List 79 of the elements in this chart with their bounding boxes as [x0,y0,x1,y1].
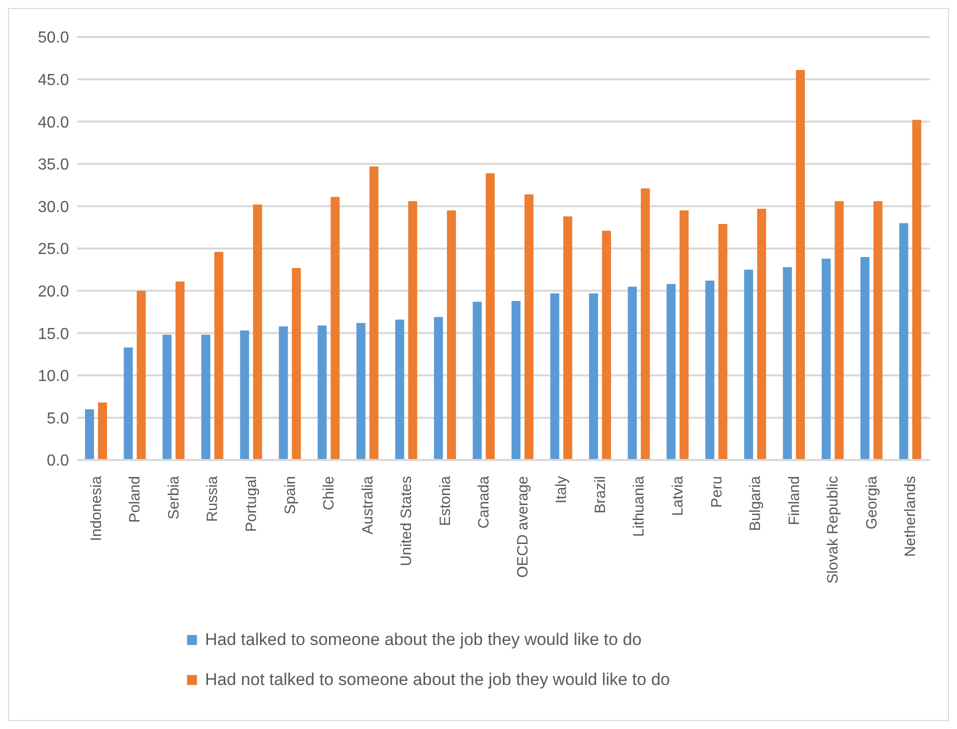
bar [98,402,107,460]
bar [395,320,404,460]
bar [834,201,844,460]
bar [408,201,418,460]
x-tick-label: Georgia [863,475,880,530]
bar [912,120,922,460]
bar [873,201,882,460]
x-tick-label: United States [398,476,416,566]
y-tick-label: 0.0 [46,452,70,470]
bar [680,210,689,460]
bar [240,330,250,460]
bar [472,302,482,460]
y-tick-label: 45.0 [38,72,70,89]
x-tick-label: Chile [320,476,338,510]
legend-label: Had not talked to someone about the job they would like to do [204,670,671,690]
y-tick-label: 15.0 [38,326,70,343]
bar [369,166,378,460]
x-tick-label: OECD average [514,476,532,578]
x-tick-label: Peru [708,476,726,508]
x-tick-label: Netherlands [902,476,920,557]
x-tick-label: Bulgaria [747,475,764,532]
bar [705,280,714,460]
bar [757,208,766,460]
bar [550,293,560,460]
bar [512,300,520,460]
bar [136,290,146,460]
x-tick-label: Canada [476,475,493,529]
bar [356,322,366,460]
bar [899,223,908,460]
x-tick-label: Latvia [669,475,686,516]
bar [718,224,728,460]
bar [318,325,327,460]
x-tick-label: Australia [359,475,376,534]
bar [860,256,870,460]
bar [640,188,650,460]
bar [253,204,262,460]
y-tick-label: 35.0 [38,156,70,174]
bar [330,196,340,460]
bar [628,286,637,460]
x-tick-label: Portugal [242,476,260,532]
bar [201,334,210,460]
x-tick-label: Brazil [592,476,609,514]
y-tick-label: 50.0 [38,30,70,47]
bar [162,334,172,460]
bar [822,258,831,460]
bar [85,409,94,460]
x-tick-label: Serbia [165,475,182,520]
x-tick-label: Finland [786,476,803,526]
bar [744,270,754,460]
bar [124,347,133,460]
y-tick-label: 5.0 [46,410,70,428]
bar [214,252,224,460]
bar [524,194,534,460]
bar [292,268,301,460]
x-tick-label: Indonesia [88,475,105,542]
x-tick-label: Spain [282,476,299,514]
bar [446,210,456,460]
bar [278,326,288,460]
bar [176,281,185,460]
y-tick-label: 25.0 [38,241,70,258]
y-tick-label: 10.0 [38,368,70,386]
bar [589,293,598,460]
x-tick-label: Russia [204,475,222,522]
bar [563,216,572,460]
bar [486,173,495,460]
legend-label: Had talked to someone about the job they would like to do [204,630,643,650]
bar [602,230,612,460]
x-tick-label: Lithuania [630,475,648,537]
y-tick-label: 20.0 [38,283,70,300]
y-tick-label: 40.0 [38,114,70,132]
x-tick-label: Italy [553,476,570,504]
x-tick-label: Poland [126,476,144,523]
y-tick-label: 30.0 [38,198,70,216]
bar [666,284,676,460]
x-tick-label: Slovak Republic [824,476,842,584]
x-tick-label: Estonia [436,475,454,526]
bar [434,317,443,460]
bar [796,70,805,460]
bar [782,267,792,460]
